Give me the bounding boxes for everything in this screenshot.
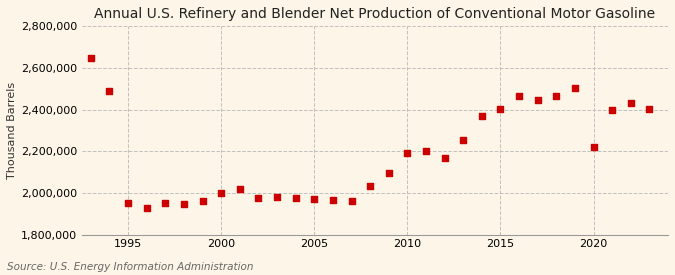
Point [495,106,506,111]
Point [551,94,562,98]
Point [178,202,189,207]
Point [421,149,431,153]
Point [216,191,227,195]
Point [234,187,245,191]
Point [327,198,338,202]
Point [607,108,618,112]
Point [439,155,450,160]
Point [588,145,599,149]
Point [309,197,320,201]
Point [402,151,413,156]
Point [570,86,580,90]
Point [86,55,97,60]
Title: Annual U.S. Refinery and Blender Net Production of Conventional Motor Gasoline: Annual U.S. Refinery and Blender Net Pro… [95,7,655,21]
Point [477,114,487,118]
Point [197,199,208,204]
Point [533,98,543,103]
Point [346,199,357,204]
Point [253,196,264,200]
Point [514,94,524,98]
Point [141,205,152,210]
Point [123,201,134,206]
Y-axis label: Thousand Barrels: Thousand Barrels [7,82,17,179]
Point [160,201,171,206]
Point [458,138,468,142]
Point [644,106,655,111]
Point [626,101,637,106]
Point [290,196,301,200]
Point [104,89,115,93]
Text: Source: U.S. Energy Information Administration: Source: U.S. Energy Information Administ… [7,262,253,272]
Point [271,195,282,199]
Point [383,171,394,175]
Point [364,183,375,188]
